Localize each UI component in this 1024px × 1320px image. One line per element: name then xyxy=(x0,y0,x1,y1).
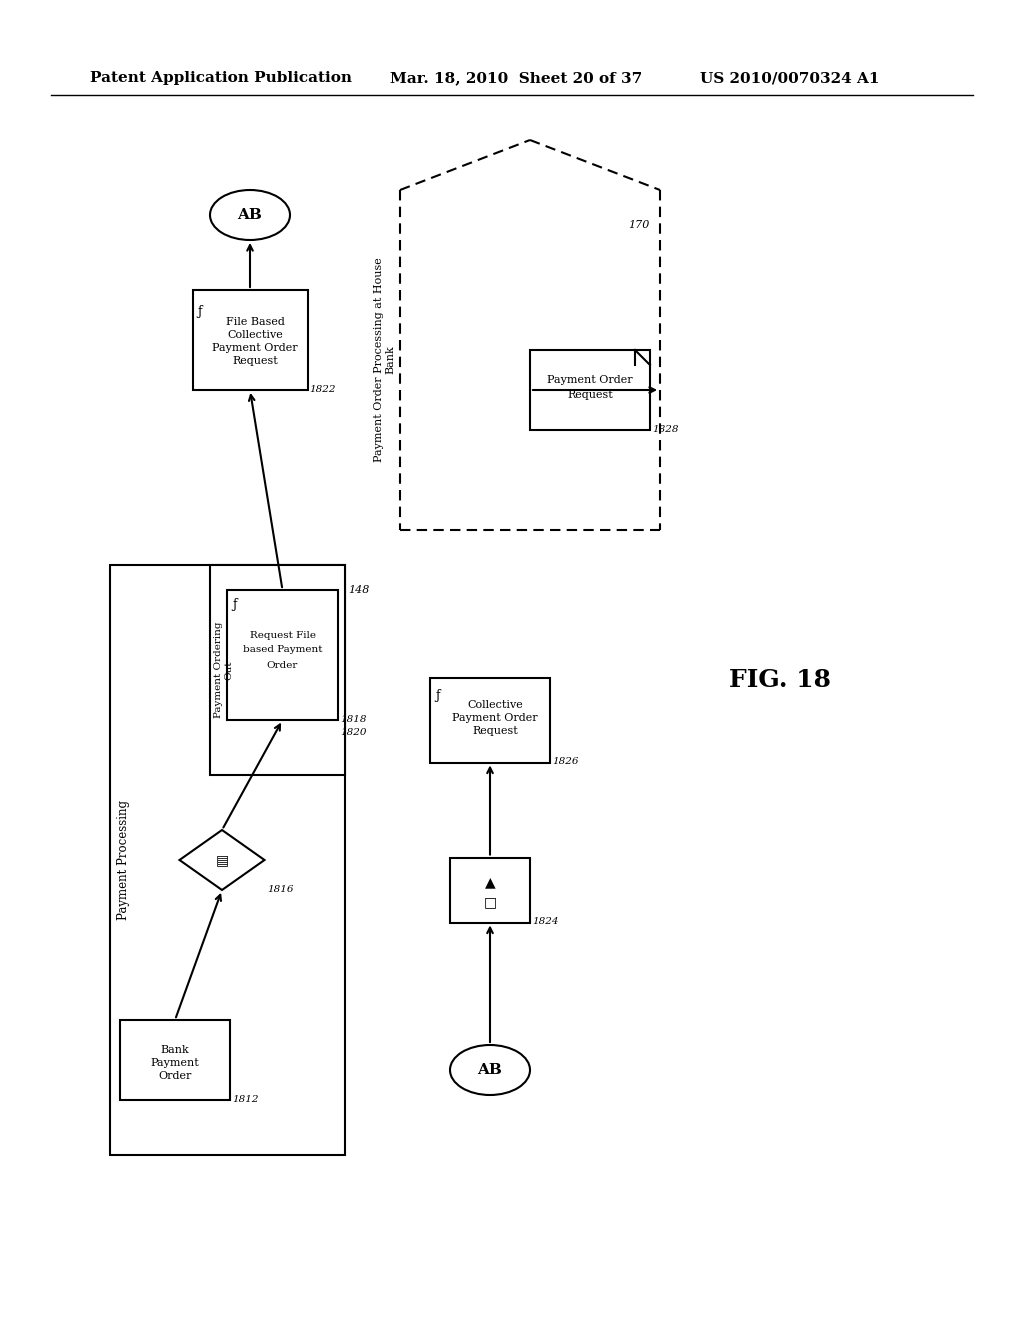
Text: □: □ xyxy=(483,895,497,909)
Text: Payment Order: Payment Order xyxy=(453,713,538,723)
Text: 1826: 1826 xyxy=(552,758,579,767)
Text: 1820: 1820 xyxy=(340,729,367,737)
Text: Request: Request xyxy=(567,389,613,400)
FancyBboxPatch shape xyxy=(210,565,345,775)
Text: Payment: Payment xyxy=(151,1059,200,1068)
Text: 1822: 1822 xyxy=(309,385,336,393)
Text: 1812: 1812 xyxy=(232,1096,258,1104)
Text: based Payment: based Payment xyxy=(243,645,323,655)
FancyBboxPatch shape xyxy=(227,590,338,719)
Text: Payment Ordering
Out: Payment Ordering Out xyxy=(214,622,233,718)
Text: 1828: 1828 xyxy=(652,425,679,434)
Text: Patent Application Publication: Patent Application Publication xyxy=(90,71,352,84)
Text: ▲: ▲ xyxy=(484,875,496,888)
Text: 1818: 1818 xyxy=(340,715,367,723)
FancyBboxPatch shape xyxy=(193,290,307,389)
Text: US 2010/0070324 A1: US 2010/0070324 A1 xyxy=(700,71,880,84)
Text: Bank: Bank xyxy=(161,1045,189,1055)
Text: Payment Order: Payment Order xyxy=(212,343,298,352)
FancyBboxPatch shape xyxy=(430,677,550,763)
Text: Order: Order xyxy=(267,660,298,669)
Text: File Based: File Based xyxy=(225,317,285,327)
Text: Request File: Request File xyxy=(250,631,315,639)
Text: 1816: 1816 xyxy=(267,884,294,894)
Text: 148: 148 xyxy=(348,585,370,595)
FancyBboxPatch shape xyxy=(110,565,345,1155)
Text: ƒ: ƒ xyxy=(435,689,439,701)
Text: ƒ: ƒ xyxy=(198,305,202,318)
Text: 170: 170 xyxy=(629,220,650,230)
Text: 1824: 1824 xyxy=(532,917,558,927)
Text: Payment Order Processing at House
Bank: Payment Order Processing at House Bank xyxy=(374,257,396,462)
FancyBboxPatch shape xyxy=(450,858,530,923)
Text: Payment Processing: Payment Processing xyxy=(118,800,130,920)
Text: Order: Order xyxy=(159,1071,191,1081)
Text: ▤: ▤ xyxy=(215,853,228,867)
Text: Collective: Collective xyxy=(467,700,523,710)
Ellipse shape xyxy=(210,190,290,240)
Text: AB: AB xyxy=(238,209,262,222)
Text: Payment Order: Payment Order xyxy=(547,375,633,385)
Text: Request: Request xyxy=(472,726,518,737)
Ellipse shape xyxy=(450,1045,530,1096)
Text: Mar. 18, 2010  Sheet 20 of 37: Mar. 18, 2010 Sheet 20 of 37 xyxy=(390,71,642,84)
FancyBboxPatch shape xyxy=(120,1020,230,1100)
Text: Collective: Collective xyxy=(227,330,283,341)
Polygon shape xyxy=(179,830,264,890)
Text: ƒ: ƒ xyxy=(232,598,237,611)
Text: FIG. 18: FIG. 18 xyxy=(729,668,831,692)
FancyBboxPatch shape xyxy=(530,350,650,430)
Text: AB: AB xyxy=(477,1063,503,1077)
Text: Request: Request xyxy=(232,356,278,366)
